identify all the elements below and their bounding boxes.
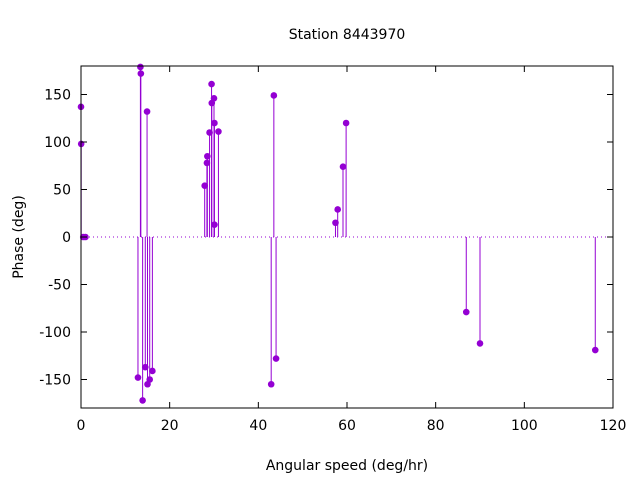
data-point [137, 63, 144, 71]
y-tick-label: 100 [44, 135, 71, 151]
data-point [342, 119, 350, 127]
data-point [208, 80, 215, 88]
data-point [272, 355, 280, 362]
data-point [139, 397, 146, 404]
y-tick-label: 0 [62, 230, 71, 246]
x-tick-label: 0 [77, 418, 86, 434]
y-tick-label: -50 [48, 278, 71, 294]
x-tick-label: 40 [249, 418, 267, 434]
data-point [211, 119, 218, 127]
data-point [215, 128, 222, 135]
x-tick-label: 120 [600, 418, 627, 434]
data-point [204, 152, 211, 160]
y-axis-label: Phase (deg) [11, 195, 27, 279]
y-tick-label: -100 [39, 325, 71, 341]
data-point [462, 308, 470, 316]
data-point [267, 380, 275, 388]
y-tick-label: 150 [44, 88, 71, 104]
point-layer [77, 63, 599, 404]
data-point [146, 376, 154, 383]
x-tick-label: 80 [427, 418, 445, 434]
y-tick-label: -150 [39, 373, 71, 389]
x-tick-label: 20 [161, 418, 179, 434]
data-point [270, 92, 278, 99]
chart-title: Station 8443970 [289, 27, 406, 43]
data-point [203, 159, 211, 167]
data-point [141, 363, 149, 371]
data-point [149, 367, 156, 375]
x-tick-label: 60 [338, 418, 356, 434]
data-point [210, 95, 218, 102]
data-point [211, 221, 218, 228]
y-tick-label: 50 [53, 183, 71, 199]
x-tick-label: 100 [511, 418, 538, 434]
data-point [332, 219, 339, 227]
x-axis-label: Angular speed (deg/hr) [266, 458, 428, 474]
axis-layer: 0 20 40 60 80 100 120 -150 -100 -50 0 50 100 150 [39, 65, 627, 434]
data-point [201, 182, 208, 189]
data-point [339, 163, 347, 170]
data-point [134, 374, 142, 381]
data-point [476, 340, 484, 347]
data-point [334, 206, 341, 213]
data-point [137, 70, 145, 77]
data-point [143, 108, 151, 115]
data-point [591, 346, 599, 354]
impulse-layer [80, 66, 596, 401]
data-point [206, 129, 213, 136]
